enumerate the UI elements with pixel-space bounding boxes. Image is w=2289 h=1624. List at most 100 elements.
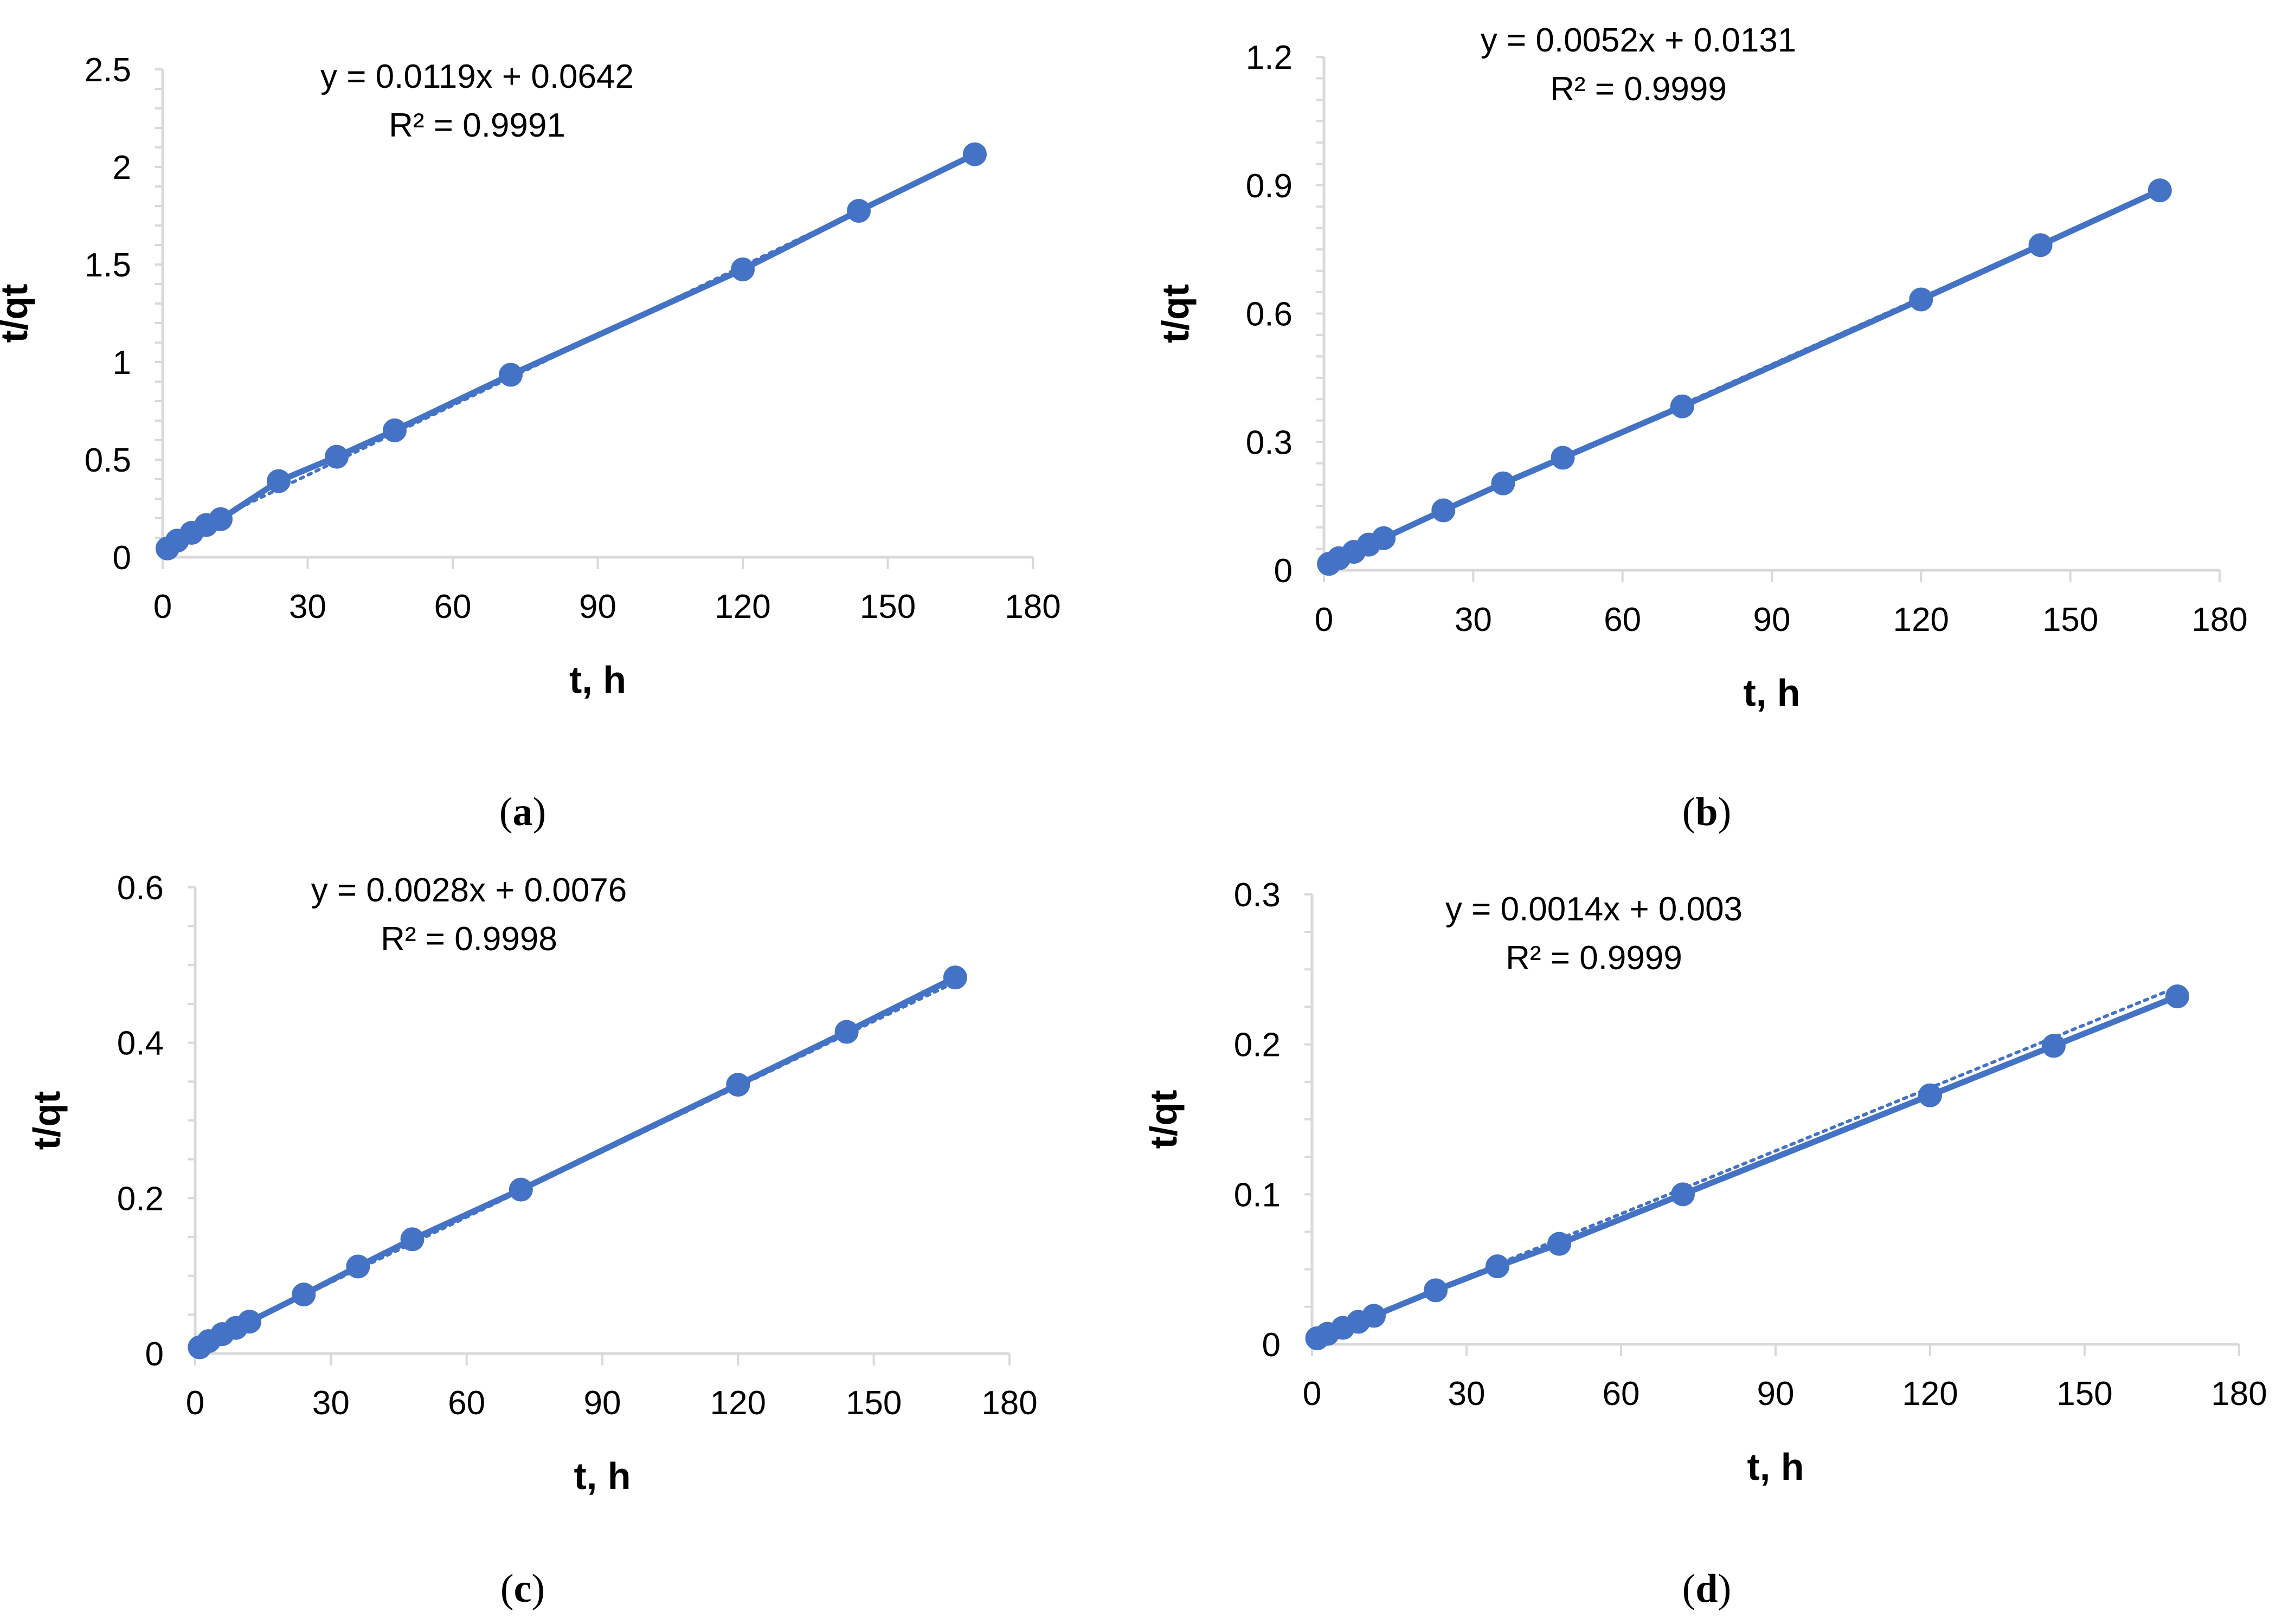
x-axis-title: t, h xyxy=(1747,1446,1804,1488)
data-point xyxy=(2028,233,2053,257)
y-tick-label: 0 xyxy=(113,539,131,577)
data-point xyxy=(2165,984,2189,1009)
chart-panel-a: 0 30 60 90 120 150 180 0 0.5 1 1.5 2 2.5 t, h t/qt y = … xyxy=(0,51,1061,834)
y-tick-label: 0.6 xyxy=(117,869,164,907)
y-tick-label: 0.6 xyxy=(1246,296,1293,333)
data-point xyxy=(509,1177,533,1202)
chart-panel-d: 0 30 60 90 120 150 180 0 0.1 0.2 0.3 t, h t/qt y = 0.… xyxy=(1142,877,2267,1611)
y-tick-label: 0.1 xyxy=(1234,1176,1281,1214)
x-tick-label: 150 xyxy=(2056,1375,2112,1413)
x-tick-label: 0 xyxy=(1303,1375,1321,1413)
y-tick-label: 0.2 xyxy=(1234,1027,1281,1064)
data-point xyxy=(1551,446,1575,470)
data-point xyxy=(1547,1232,1571,1256)
y-tick-label: 0.9 xyxy=(1246,167,1293,205)
data-point xyxy=(383,418,407,442)
x-tick-label: 150 xyxy=(860,588,916,626)
y-tick-label: 0 xyxy=(1274,552,1293,590)
x-axis-title: t, h xyxy=(569,659,626,701)
x-tick-label: 180 xyxy=(2211,1375,2267,1413)
data-point xyxy=(1918,1083,1942,1107)
data-point xyxy=(726,1073,750,1097)
data-point xyxy=(237,1310,262,1334)
x-tick-label: 60 xyxy=(1603,1375,1640,1413)
data-point xyxy=(292,1283,316,1307)
y-tick-label: 0.3 xyxy=(1246,424,1293,461)
data-point xyxy=(847,199,871,223)
r-squared-label: R² = 0.9998 xyxy=(381,920,557,958)
x-tick-label: 30 xyxy=(1448,1375,1486,1413)
panel-caption: (a) xyxy=(499,790,546,834)
chart-panel-c: 0 30 60 90 120 150 180 0 0.2 0.4 0.6 t, h t/qt y = 0.… xyxy=(25,869,1038,1611)
data-point xyxy=(1486,1254,1509,1279)
y-axis-title: t/qt xyxy=(1142,1090,1185,1149)
panel-caption: (c) xyxy=(500,1567,545,1611)
y-axis-title: t/qt xyxy=(0,284,35,343)
y-axis-title: t/qt xyxy=(25,1091,68,1150)
data-point xyxy=(731,257,755,281)
x-tick-label: 0 xyxy=(153,588,172,626)
data-point xyxy=(834,1020,859,1044)
data-point xyxy=(209,507,233,531)
trendline-equation: y = 0.0014x + 0.003 xyxy=(1445,891,1743,928)
x-tick-label: 120 xyxy=(715,588,770,626)
data-point xyxy=(1424,1278,1448,1303)
data-point xyxy=(1671,1182,1695,1207)
y-tick-label: 1 xyxy=(113,344,131,382)
y-tick-label: 0 xyxy=(145,1336,164,1373)
x-tick-label: 180 xyxy=(1005,588,1060,626)
r-squared-label: R² = 0.9999 xyxy=(1550,70,1727,108)
x-tick-label: 120 xyxy=(1902,1375,1958,1413)
data-point xyxy=(325,444,349,469)
y-tick-label: 0.3 xyxy=(1234,877,1281,914)
y-tick-label: 1.2 xyxy=(1246,39,1293,76)
trendline-equation: y = 0.0052x + 0.0131 xyxy=(1481,22,1797,59)
x-tick-label: 150 xyxy=(2042,601,2098,639)
data-point xyxy=(1909,287,1933,312)
data-point xyxy=(267,469,291,493)
x-tick-label: 60 xyxy=(448,1384,485,1422)
data-point xyxy=(943,965,967,990)
x-tick-label: 60 xyxy=(1604,601,1641,639)
x-tick-label: 180 xyxy=(2191,601,2247,639)
x-tick-label: 60 xyxy=(434,588,472,626)
x-tick-label: 30 xyxy=(289,588,326,626)
x-tick-label: 120 xyxy=(1893,601,1949,639)
panel-caption: (b) xyxy=(1682,790,1731,834)
x-axis-title: t, h xyxy=(574,1455,631,1497)
x-tick-label: 30 xyxy=(312,1384,350,1422)
x-tick-label: 0 xyxy=(1315,601,1333,639)
data-point xyxy=(400,1227,425,1252)
trendline-equation: y = 0.0119x + 0.0642 xyxy=(320,58,634,95)
data-point xyxy=(1362,1304,1386,1328)
x-tick-label: 90 xyxy=(584,1384,621,1422)
data-point xyxy=(1372,526,1396,550)
y-tick-label: 0.5 xyxy=(85,442,131,479)
r-squared-label: R² = 0.9991 xyxy=(389,107,565,144)
y-tick-label: 2.5 xyxy=(85,51,131,89)
x-tick-label: 90 xyxy=(579,588,616,626)
y-tick-label: 0.2 xyxy=(117,1180,164,1217)
data-point xyxy=(963,142,987,166)
data-point xyxy=(2147,178,2172,203)
data-point xyxy=(346,1254,370,1279)
trendline-equation: y = 0.0028x + 0.0076 xyxy=(311,872,627,909)
x-tick-label: 30 xyxy=(1455,601,1492,639)
x-tick-label: 180 xyxy=(981,1384,1037,1422)
data-point xyxy=(1491,471,1515,495)
x-tick-label: 90 xyxy=(1753,601,1791,639)
x-axis-title: t, h xyxy=(1744,672,1801,714)
y-tick-label: 2 xyxy=(113,149,131,186)
r-squared-label: R² = 0.9999 xyxy=(1506,939,1682,977)
x-tick-label: 120 xyxy=(710,1384,766,1422)
data-point xyxy=(1670,394,1694,418)
x-tick-label: 150 xyxy=(846,1384,902,1422)
data-point xyxy=(2042,1034,2066,1058)
y-tick-label: 1.5 xyxy=(85,247,131,284)
data-point xyxy=(499,363,523,387)
panel-caption: (d) xyxy=(1682,1567,1731,1611)
x-tick-label: 0 xyxy=(186,1384,204,1422)
y-axis-title: t/qt xyxy=(1154,284,1197,343)
x-tick-label: 90 xyxy=(1757,1375,1795,1413)
